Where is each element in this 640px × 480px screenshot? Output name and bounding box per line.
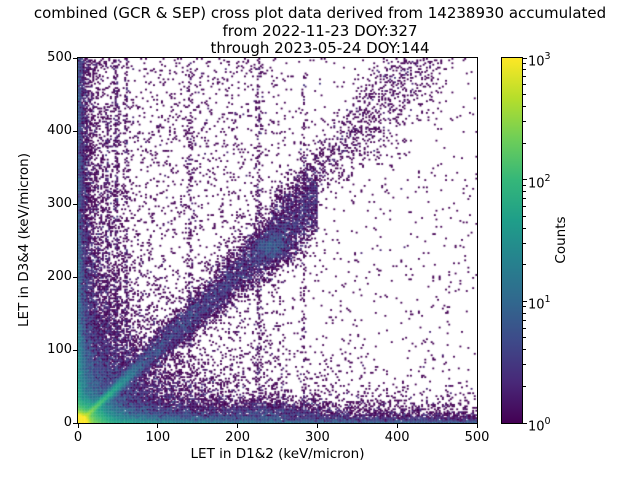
y-axis-label: LET in D3&4 (keV/micron)	[16, 153, 32, 327]
colorbar-minor-tick-mark	[523, 264, 526, 266]
x-tick-mark	[396, 424, 398, 428]
colorbar-minor-tick-mark	[523, 319, 526, 321]
colorbar-minor-tick-mark	[523, 242, 526, 244]
x-tick-label: 300	[304, 430, 330, 445]
y-tick-mark	[73, 276, 77, 278]
colorbar-tick-mark	[523, 179, 527, 181]
colorbar-tick-mark	[523, 300, 527, 302]
colorbar-tick-mark	[523, 57, 527, 59]
colorbar-minor-tick-mark	[523, 190, 526, 192]
title-line-3: through 2023-05-24 DOY:144	[210, 39, 430, 57]
x-tick-label: 200	[225, 430, 250, 445]
colorbar	[501, 57, 523, 424]
colorbar-gradient	[502, 58, 522, 423]
x-tick-mark	[77, 424, 79, 428]
y-tick-label: 100	[47, 342, 72, 357]
x-axis-label: LET in D1&2 (keV/micron)	[190, 446, 365, 462]
colorbar-minor-tick-mark	[523, 364, 526, 366]
y-tick-label: 200	[47, 269, 72, 284]
colorbar-label: Counts	[553, 216, 569, 264]
plot-area	[77, 57, 478, 424]
y-tick-label: 0	[63, 415, 72, 430]
colorbar-minor-tick-mark	[523, 306, 526, 308]
colorbar-minor-tick-mark	[523, 184, 526, 186]
y-tick-label: 500	[47, 50, 72, 65]
x-tick-label: 0	[73, 430, 83, 445]
colorbar-minor-tick-mark	[523, 121, 526, 123]
colorbar-minor-tick-mark	[523, 63, 526, 65]
y-tick-mark	[73, 422, 77, 424]
colorbar-minor-tick-mark	[523, 76, 526, 78]
y-tick-mark	[73, 130, 77, 132]
colorbar-tick-mark	[523, 422, 527, 424]
colorbar-minor-tick-mark	[523, 349, 526, 351]
chart-title: combined (GCR & SEP) cross plot data der…	[0, 4, 640, 58]
colorbar-minor-tick-mark	[523, 312, 526, 314]
histogram-canvas	[78, 58, 477, 423]
x-tick-mark	[316, 424, 318, 428]
colorbar-minor-tick-mark	[523, 227, 526, 229]
x-tick-label: 500	[464, 430, 490, 445]
colorbar-minor-tick-mark	[523, 84, 526, 86]
colorbar-minor-tick-mark	[523, 142, 526, 144]
colorbar-minor-tick-mark	[523, 337, 526, 339]
colorbar-minor-tick-mark	[523, 206, 526, 208]
y-tick-label: 400	[47, 123, 72, 138]
y-tick-label: 300	[47, 196, 72, 211]
colorbar-minor-tick-mark	[523, 215, 526, 217]
title-line-2: from 2022-11-23 DOY:327	[222, 21, 418, 40]
x-tick-mark	[476, 424, 478, 428]
x-tick-label: 100	[145, 430, 171, 445]
colorbar-minor-tick-mark	[523, 105, 526, 107]
colorbar-minor-tick-mark	[523, 198, 526, 199]
y-tick-mark	[73, 203, 77, 205]
colorbar-minor-tick-mark	[523, 327, 526, 329]
y-tick-mark	[73, 349, 77, 351]
x-tick-mark	[157, 424, 159, 428]
x-tick-label: 400	[384, 430, 410, 445]
y-tick-mark	[73, 57, 77, 59]
colorbar-tick-label: 101	[528, 294, 551, 313]
x-tick-mark	[237, 424, 239, 428]
colorbar-minor-tick-mark	[523, 94, 526, 96]
colorbar-tick-label: 100	[528, 416, 551, 435]
colorbar-tick-label: 102	[528, 172, 551, 191]
colorbar-minor-tick-mark	[523, 69, 526, 71]
colorbar-minor-tick-mark	[523, 385, 526, 387]
colorbar-tick-label: 103	[528, 51, 551, 70]
title-line-1: combined (GCR & SEP) cross plot data der…	[33, 4, 607, 22]
